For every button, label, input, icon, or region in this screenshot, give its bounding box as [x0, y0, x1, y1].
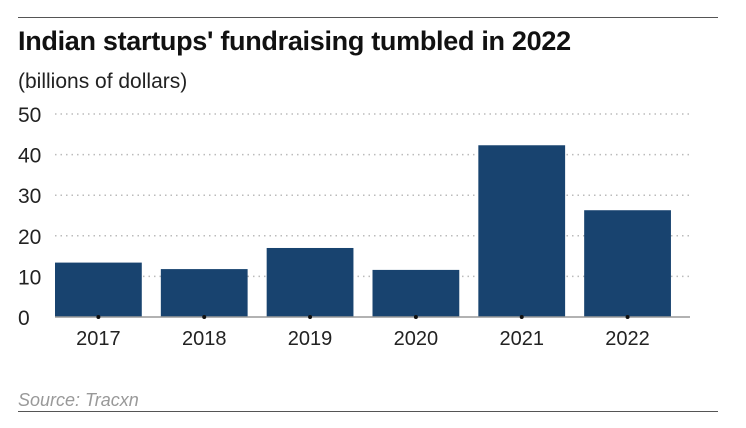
bar — [478, 145, 566, 317]
bar — [372, 269, 460, 317]
y-tick-label: 40 — [18, 145, 41, 168]
x-tick-label: 2020 — [394, 328, 439, 350]
top-rule — [18, 17, 718, 18]
bar — [160, 269, 248, 317]
y-tick-label: 20 — [18, 226, 41, 249]
x-tick-mark — [625, 315, 630, 319]
x-tick-mark — [308, 315, 313, 319]
x-tick-mark — [413, 315, 418, 319]
bar — [266, 247, 354, 317]
x-tick-mark — [202, 315, 207, 319]
bar — [584, 210, 671, 317]
y-tick-label: 50 — [18, 104, 41, 127]
x-tick-label: 2019 — [288, 328, 333, 350]
y-tick-label: 10 — [18, 266, 41, 289]
source-note: Source: Tracxn — [18, 390, 139, 410]
x-tick-mark — [96, 315, 101, 319]
x-tick-mark — [519, 315, 524, 319]
x-tick-label: 2022 — [605, 328, 650, 350]
chart-subtitle: (billions of dollars) — [18, 70, 188, 93]
x-tick-label: 2017 — [76, 328, 121, 350]
bottom-rule — [18, 411, 718, 412]
x-tick-label: 2021 — [499, 328, 544, 350]
chart-title: Indian startups' fundraising tumbled in … — [18, 26, 571, 56]
bar — [55, 262, 142, 317]
y-tick-label: 30 — [18, 185, 41, 208]
y-tick-label: 0 — [18, 307, 30, 330]
x-tick-label: 2018 — [182, 328, 227, 350]
